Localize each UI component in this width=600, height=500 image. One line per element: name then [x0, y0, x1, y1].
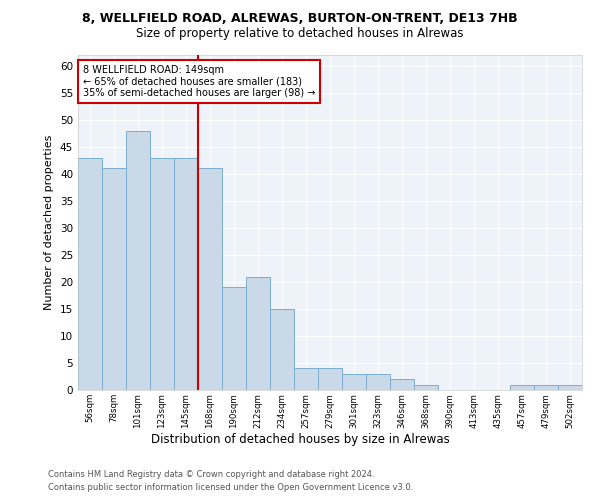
Text: Contains HM Land Registry data © Crown copyright and database right 2024.: Contains HM Land Registry data © Crown c… — [48, 470, 374, 479]
Text: Distribution of detached houses by size in Alrewas: Distribution of detached houses by size … — [151, 432, 449, 446]
Bar — [366, 374, 390, 390]
Text: Size of property relative to detached houses in Alrewas: Size of property relative to detached ho… — [136, 28, 464, 40]
Bar — [246, 276, 270, 390]
Text: Contains public sector information licensed under the Open Government Licence v3: Contains public sector information licen… — [48, 482, 413, 492]
Bar — [222, 288, 246, 390]
Bar — [414, 384, 438, 390]
Bar — [390, 379, 414, 390]
Bar — [150, 158, 174, 390]
Bar — [318, 368, 342, 390]
Bar — [102, 168, 126, 390]
Bar — [558, 384, 582, 390]
Bar — [342, 374, 366, 390]
Bar — [534, 384, 558, 390]
Bar — [126, 130, 150, 390]
Bar — [174, 158, 198, 390]
Text: 8, WELLFIELD ROAD, ALREWAS, BURTON-ON-TRENT, DE13 7HB: 8, WELLFIELD ROAD, ALREWAS, BURTON-ON-TR… — [82, 12, 518, 26]
Y-axis label: Number of detached properties: Number of detached properties — [44, 135, 55, 310]
Bar — [294, 368, 318, 390]
Bar — [78, 158, 102, 390]
Bar — [198, 168, 222, 390]
Text: 8 WELLFIELD ROAD: 149sqm
← 65% of detached houses are smaller (183)
35% of semi-: 8 WELLFIELD ROAD: 149sqm ← 65% of detach… — [83, 65, 316, 98]
Bar — [510, 384, 534, 390]
Bar — [270, 309, 294, 390]
